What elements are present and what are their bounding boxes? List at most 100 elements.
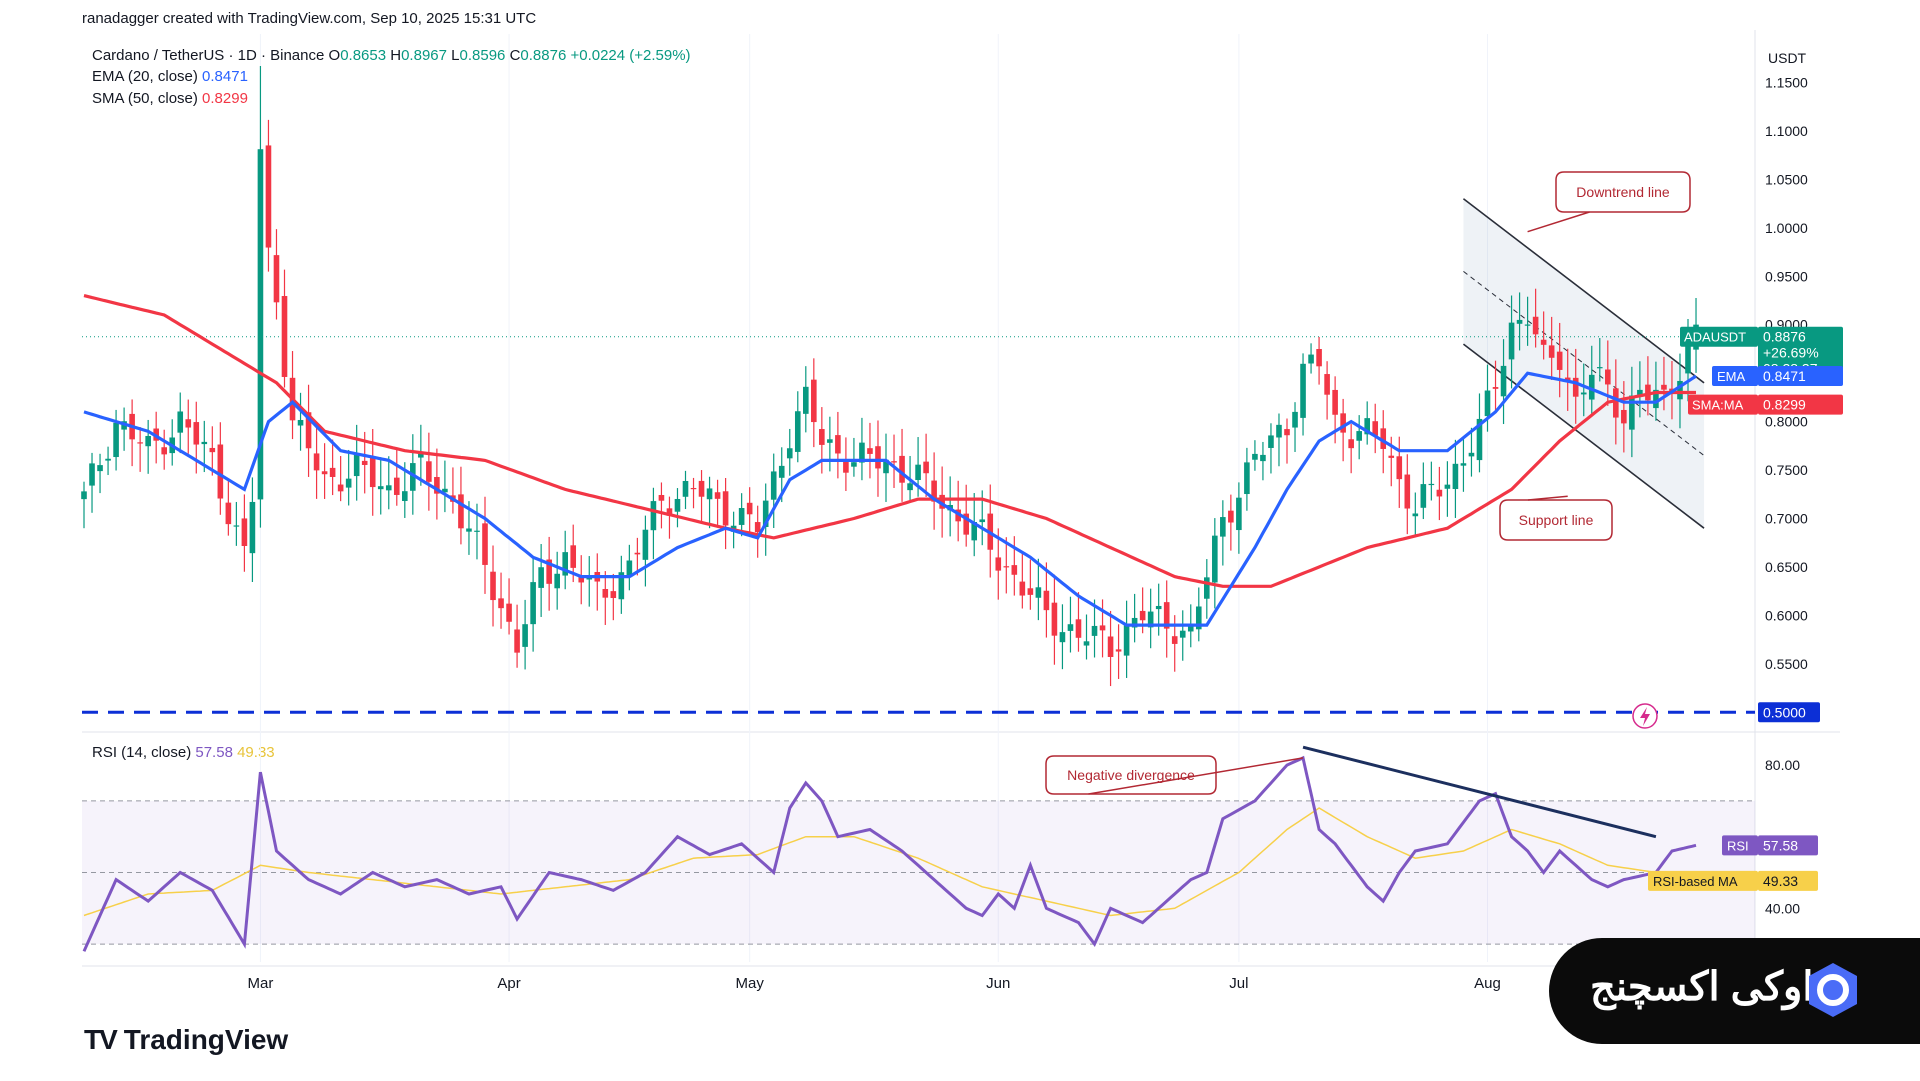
rsi-value-tag-text: 57.58 (1763, 837, 1798, 853)
high-label: H (390, 47, 402, 64)
candle-body (931, 480, 937, 502)
sma-50-line (83, 294, 1696, 588)
candle-body (1645, 384, 1651, 401)
candle-body (1228, 510, 1234, 523)
candle-body (618, 572, 625, 600)
candle-body (1661, 384, 1667, 390)
candle-body (1276, 424, 1282, 438)
candle-body (81, 491, 87, 500)
candle-body (1468, 452, 1475, 457)
candle-body (281, 296, 288, 377)
candle-body (1444, 484, 1451, 489)
candle-body (979, 519, 986, 523)
price-axis-tick: 0.9500 (1765, 268, 1808, 284)
candle-body (1011, 565, 1018, 575)
rsi-value-tag (1758, 835, 1818, 856)
candle-body (273, 255, 280, 303)
candle-body (899, 455, 905, 483)
channel-fill (1463, 198, 1705, 529)
open-value: 0.8653 (340, 47, 387, 64)
candle-body (217, 444, 224, 499)
candle-body (321, 471, 328, 475)
candle-body (1155, 605, 1162, 610)
candle-body (353, 453, 360, 477)
rsi-band (82, 800, 1755, 945)
candle-body (1308, 354, 1314, 364)
candle-body (963, 513, 969, 535)
candle-body (1067, 624, 1074, 631)
candle-body (666, 508, 673, 516)
price-axis-tick: 1.1500 (1765, 74, 1808, 90)
candle-body (145, 435, 151, 447)
support-price-tag (1758, 702, 1820, 723)
candle-body (1484, 390, 1491, 417)
price-axis-unit: USDT (1768, 50, 1807, 66)
candle-body (466, 528, 472, 532)
candle-body (1075, 619, 1082, 638)
candle-body (1629, 395, 1635, 430)
candle-body (329, 467, 336, 477)
candle-body (1340, 413, 1346, 433)
candle-body (458, 494, 464, 529)
last-price-tag-text-0: 0.8876 (1763, 329, 1806, 345)
tradingview-wordmark: TradingView (123, 1024, 289, 1055)
downtrend-annotation-text: Downtrend line (1576, 184, 1670, 200)
candle-body (971, 521, 978, 541)
candle-body (1524, 324, 1531, 326)
candle-body (1268, 435, 1274, 448)
chart-credit: ranadagger created with TradingView.com,… (82, 10, 537, 27)
candle-body (674, 498, 681, 512)
ema-price-tag (1758, 365, 1843, 386)
candle-body (1380, 428, 1387, 449)
candle-body (1292, 411, 1298, 428)
candle-body (1236, 497, 1242, 531)
support-annotation-box (1499, 499, 1613, 541)
candle-body (754, 522, 761, 533)
low-value: 0.8596 (459, 47, 506, 64)
rsi-ma-legend-value: 49.33 (237, 744, 275, 761)
rsi-ma-label: RSI-based MA (1653, 874, 1738, 889)
candle-body (851, 462, 857, 467)
price-axis-tick: 0.5500 (1765, 656, 1808, 672)
divergence-annotation-box (1045, 755, 1217, 795)
candle-body (650, 501, 657, 531)
candle-body (530, 582, 536, 625)
rsi-ma-value-tag (1758, 870, 1818, 891)
candle-body (1179, 630, 1186, 638)
sma-price-tag (1758, 394, 1843, 415)
support-annotation-pointer (1527, 495, 1568, 501)
candle-body (642, 529, 649, 560)
last-price-label-box (1680, 326, 1758, 347)
candle-body (209, 447, 216, 453)
channel-midline (1463, 271, 1705, 456)
candle-body (859, 442, 865, 463)
candle-body (385, 485, 392, 491)
candle-body (89, 463, 95, 486)
close-label: C (509, 47, 521, 64)
candle-body (1388, 455, 1395, 458)
candle-body (97, 465, 103, 472)
tradingview-logo: TV TradingView (84, 1024, 288, 1056)
candle-body (562, 552, 568, 576)
candle-body (722, 491, 729, 526)
candle-body (1195, 606, 1202, 630)
candle-body (1187, 624, 1194, 632)
ema-price-tag-text-0: 0.8471 (1763, 368, 1806, 384)
candle-body (907, 483, 913, 491)
candle-body (313, 453, 320, 471)
candle-body (746, 502, 753, 515)
candle-body (770, 471, 777, 500)
candle-body (1348, 439, 1354, 449)
time-axis-tick-apr: Apr (497, 975, 520, 992)
downtrend-annotation-pointer (1527, 211, 1590, 233)
candle-body (1556, 351, 1563, 370)
candle-body (241, 518, 248, 546)
symbol-label: Cardano / TetherUS · 1D · Binance (92, 47, 325, 64)
candle-body (1212, 535, 1218, 583)
candle-body (626, 560, 633, 578)
candle-body (177, 411, 184, 433)
candle-body (1019, 581, 1026, 596)
rsi-label: RSI (1727, 838, 1749, 853)
alert-bolt-glyph (1640, 707, 1650, 726)
